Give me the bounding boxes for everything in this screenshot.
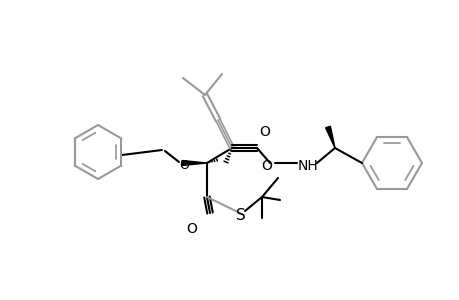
Text: O: O (179, 159, 189, 172)
Text: NH: NH (297, 158, 318, 172)
Text: O: O (186, 223, 197, 236)
Polygon shape (325, 126, 334, 148)
Text: O: O (261, 158, 272, 172)
Polygon shape (182, 160, 207, 166)
Text: O: O (259, 124, 270, 139)
Text: S: S (235, 208, 246, 223)
